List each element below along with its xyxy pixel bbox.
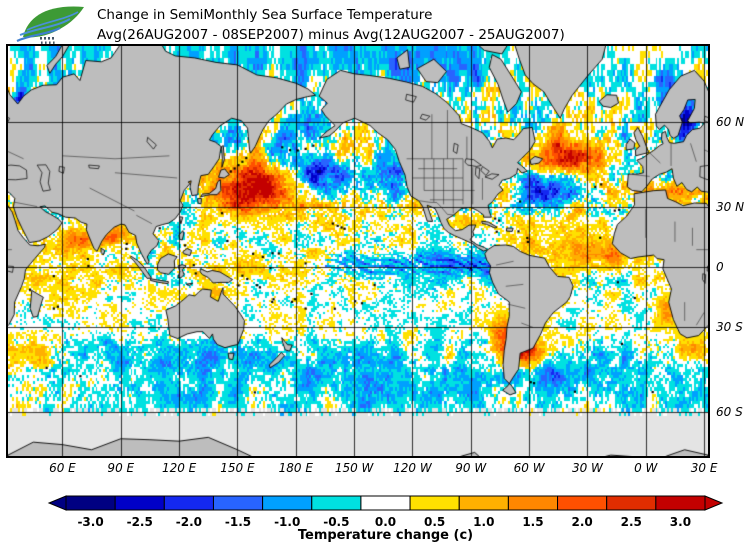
colorbar-tick-label: -1.0 [274,515,300,529]
lon-tick-label: 90 W [455,461,487,475]
colorbar-tick-label: -0.5 [323,515,349,529]
colorbar-arrow-right [704,495,724,511]
colorbar-segment [507,495,559,511]
lat-tick-label: 60 N [716,115,745,130]
sst-change-map-canvas [8,46,708,456]
colorbar-segment [557,495,608,511]
colorbar-tick-label: 1.0 [473,515,494,529]
lon-tick-label: 120 E [161,461,197,475]
colorbar-tick-label: 2.5 [621,515,642,529]
lat-tick-label: 30 N [716,199,745,214]
plot-title-line-2: Avg(26AUG2007 - 08SEP2007) minus Avg(12A… [97,27,565,43]
lon-tick-label: 30 W [571,461,603,475]
latitude-axis: 60 N 30 N 0 30 S 60 S [716,0,755,470]
colorbar-segment [262,495,313,511]
lon-tick-label: 0 W [634,461,658,475]
colorbar-tick-label: 1.5 [522,515,543,529]
colorbar-segment [458,495,509,511]
colorbar-segment [311,495,362,511]
longitude-axis: 60 E 90 E 120 E 150 E 180 E 150 W 120 W 90 W 60 … [0,461,755,479]
lon-tick-label: 60 E [49,461,76,475]
leaf-shape [23,6,84,38]
lat-tick-label: 30 S [716,320,743,335]
title-block: Change in SemiMonthly Sea Surface Temper… [97,5,565,45]
lat-tick-label: 0 [716,260,724,274]
colorbar-segment [163,495,214,511]
colorbar-tick-label: -1.5 [225,515,251,529]
colorbar-tick-label: -2.5 [127,515,153,529]
colorbar-segment [409,495,460,511]
colorbar-caption: Temperature change (c) [297,528,474,543]
logo-fine-print [40,37,55,44]
plot-title-line-1: Change in SemiMonthly Sea Surface Temper… [97,7,433,23]
colorbar-segment [65,495,116,511]
lon-tick-label: 30 E [690,461,718,475]
map-frame [6,44,710,458]
colorbar-tick-label: 0.0 [375,515,396,529]
colorbar-tick-label: 0.5 [424,515,445,529]
lon-tick-label: 90 E [107,461,135,475]
colorbar-segment [655,495,706,511]
colorbar-tick-label: -2.0 [176,515,202,529]
header: Change in SemiMonthly Sea Surface Temper… [0,0,755,46]
lon-tick-label: 180 E [278,461,313,475]
colorbar-tick-label: 3.0 [670,515,691,529]
colorbar-segment [114,495,165,511]
lon-tick-label: 150 W [334,461,374,475]
lon-tick-label: 150 E [220,461,255,475]
colorbar-segment [212,495,264,511]
colorbar-tick-label: -3.0 [77,515,103,529]
lat-tick-label: 60 S [716,404,743,419]
colorbar-segment [360,495,411,511]
lon-tick-label: 60 W [513,461,545,475]
lon-tick-label: 120 W [393,461,432,475]
colorbar: -3.0 -2.5 -2.0 -1.5 -1.0 -0.5 0.0 0.5 1.0 1.5 2.0 2… [47,495,724,529]
agency-leaf-logo [16,6,84,44]
colorbar-arrow-left [47,495,67,511]
colorbar-segment [606,495,657,511]
colorbar-tick-label: 2.0 [571,515,592,529]
